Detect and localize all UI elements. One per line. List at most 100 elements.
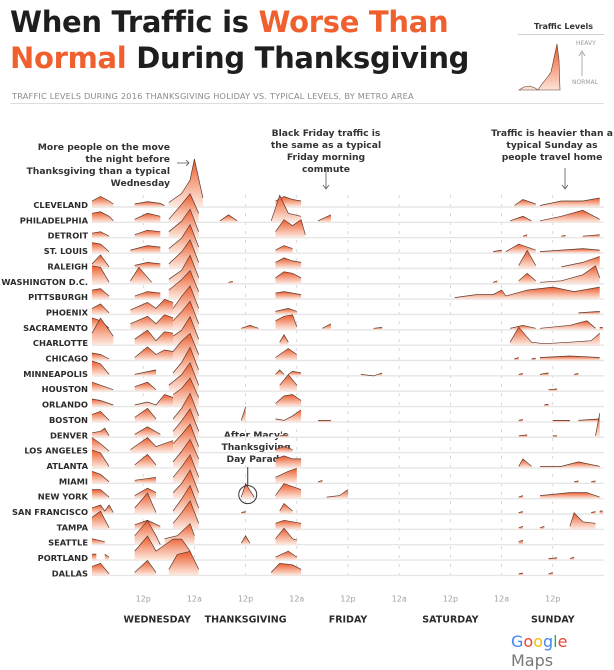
ridge-area — [134, 291, 161, 300]
ridge-line — [172, 438, 200, 463]
ridge-row — [91, 223, 600, 254]
ridge-area — [540, 526, 545, 530]
ridge-line — [518, 419, 523, 421]
ridge-layer — [91, 158, 603, 576]
ridge-area — [130, 267, 152, 284]
ridge-line — [168, 193, 200, 220]
ridge-line — [134, 229, 161, 236]
ridge-area — [275, 348, 297, 361]
ridge-area — [275, 483, 302, 499]
ridge-line — [275, 348, 298, 358]
city-label: CHICAGO — [46, 354, 89, 364]
ridge-area — [279, 503, 293, 514]
ridge-line — [539, 209, 600, 222]
ridge-line — [172, 346, 200, 374]
ridge-line — [164, 523, 195, 540]
ridge-area — [168, 159, 203, 207]
ridge-line — [514, 357, 519, 360]
ridge-line — [91, 303, 110, 314]
city-label: TAMPA — [57, 522, 89, 532]
ridge-line — [91, 410, 110, 421]
arrow-right-icon — [177, 159, 190, 167]
ridge-line — [219, 214, 238, 222]
ridge-line — [91, 562, 110, 575]
ridge-row — [91, 377, 549, 407]
ridge-area — [92, 449, 110, 468]
ridge-line — [91, 317, 114, 337]
ridge-line — [91, 196, 114, 205]
ridge-area — [510, 216, 532, 223]
ridge-line — [288, 371, 302, 375]
ridge-area — [540, 198, 600, 207]
ridge-line — [539, 248, 600, 252]
ridge-area — [92, 437, 110, 453]
ridge-line — [91, 538, 105, 543]
ridge-area — [275, 314, 297, 330]
arrow-down-icon — [561, 168, 569, 190]
ridge-line — [539, 492, 600, 498]
ridge-line — [130, 266, 152, 283]
ridge-line — [172, 469, 200, 493]
ridge-line — [518, 434, 528, 437]
ridge-area — [574, 480, 579, 484]
legend-divider — [518, 34, 604, 35]
x-tick-label: 12p — [136, 594, 151, 603]
ridge-area — [92, 254, 110, 269]
ridge-area — [134, 382, 156, 392]
ridge-row — [91, 520, 524, 545]
ridge-area — [92, 353, 110, 361]
ridge-row — [91, 269, 600, 300]
ridge-line — [510, 324, 536, 329]
ridge-line — [91, 504, 114, 513]
ridge-area — [518, 573, 523, 576]
ridge-line — [578, 311, 600, 314]
x-tick-label: 12a — [392, 594, 407, 603]
ridge-line — [91, 398, 114, 406]
annotation-wednesday-night: More people on the move the night before… — [26, 142, 170, 189]
ridge-line — [539, 525, 545, 529]
ridge-line — [172, 332, 200, 355]
ridge-area — [518, 511, 523, 514]
ridge-area — [241, 511, 246, 514]
ridge-area — [134, 426, 161, 438]
ridge-line — [91, 360, 110, 375]
arrow-down-icon — [322, 168, 330, 190]
ridge-area — [92, 196, 114, 207]
ridge-area — [275, 291, 302, 300]
ridge-area — [92, 288, 110, 300]
ridge-line — [275, 271, 302, 279]
x-tick-label: 12a — [494, 594, 509, 603]
day-label: SUNDAY — [531, 614, 575, 625]
ridge-area — [130, 299, 174, 315]
ridge-area — [92, 505, 114, 514]
city-label: SEATTLE — [48, 538, 88, 548]
ridge-area — [92, 563, 110, 576]
legend: Traffic Levels HEAVY NORMAL — [516, 18, 606, 98]
legend-heavy-label: HEAVY — [576, 40, 596, 47]
ridge-area — [279, 374, 297, 392]
ridge-line — [104, 553, 110, 558]
ridge-area — [569, 512, 596, 530]
ridge-area — [279, 434, 289, 438]
ridge-line — [548, 557, 558, 559]
ridge-row — [91, 208, 600, 238]
ridge-area — [578, 311, 600, 315]
ridge-line — [518, 539, 524, 543]
annotation-macys: After Macy's Thanksgiving Day Parade — [221, 430, 291, 465]
ridge-line — [279, 502, 293, 512]
ridge-area — [544, 404, 549, 407]
ridge-line — [514, 199, 536, 206]
ridge-line — [241, 511, 246, 513]
ridge-line — [134, 476, 157, 481]
ridge-line — [317, 479, 323, 483]
google-maps-logo: Google Maps — [511, 632, 614, 670]
ridge-row — [91, 332, 600, 361]
ridge-area — [518, 540, 523, 545]
ridge-line — [168, 550, 200, 570]
ridge-area — [134, 488, 156, 499]
ridge-line — [168, 239, 200, 265]
ridge-line — [569, 512, 596, 527]
ridge-line — [275, 291, 302, 295]
ridge-line — [518, 511, 523, 513]
ridge-line — [518, 525, 524, 529]
